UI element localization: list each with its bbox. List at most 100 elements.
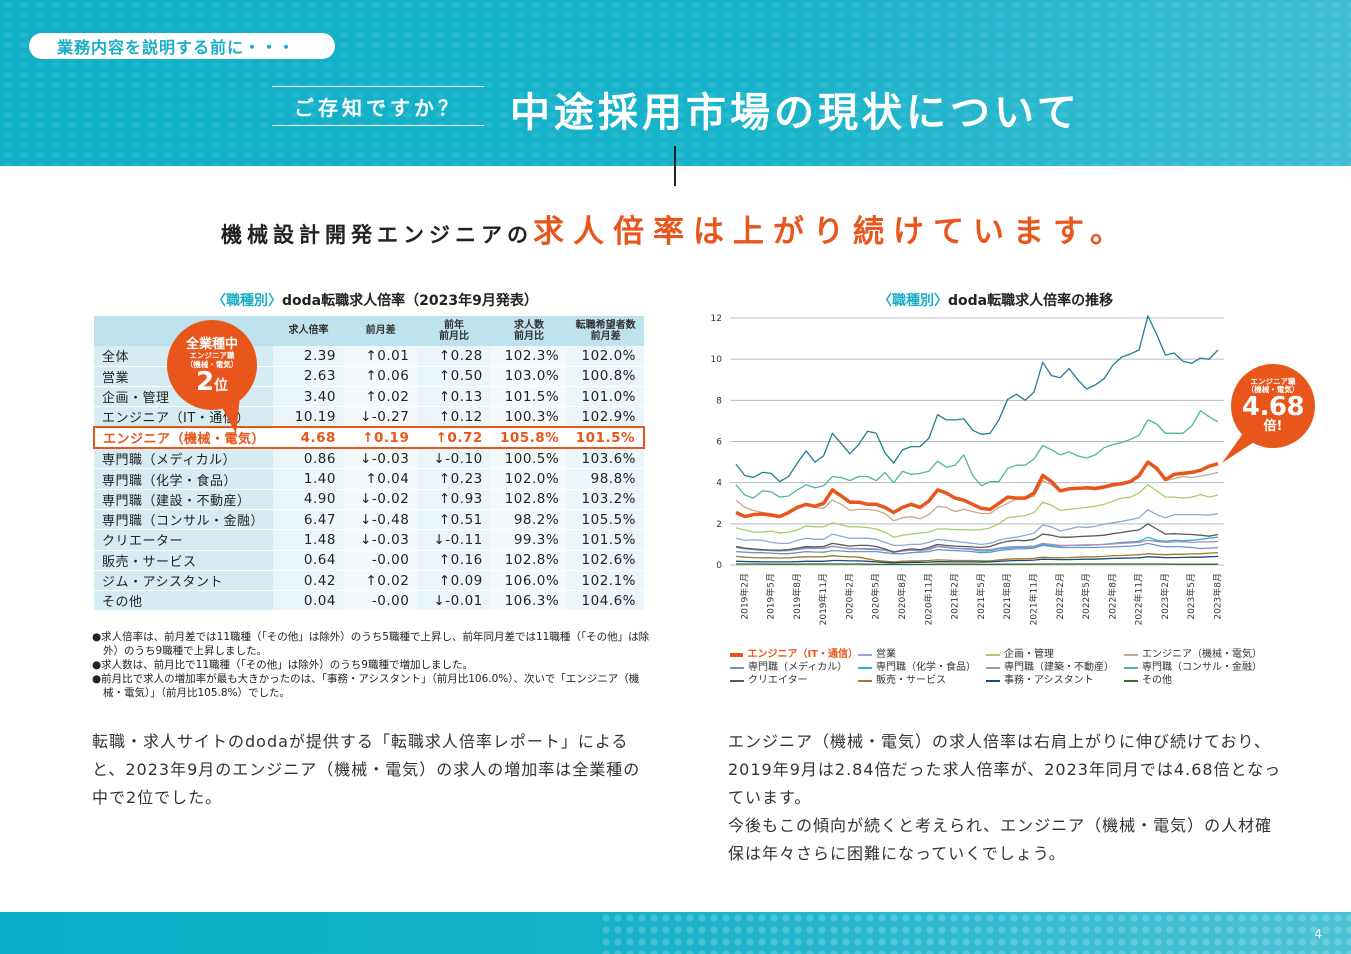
cell-category: ジム・アシスタント (94, 570, 274, 592)
line-chart: 0 2 4 6 8 10 12 2019年2月 2019年5月 2019年8月 2019年11月 20… (711, 314, 1224, 625)
value-bubble-value: 4.68 (1241, 392, 1305, 423)
cell-ratio: 10.19 (273, 406, 344, 428)
cell-jobs: 105.8% (490, 426, 568, 450)
cell-jobs: 106.3% (490, 590, 568, 612)
legend-item: エンジニア（機械・電気） (1124, 648, 1274, 661)
headline-emphasis: 求人倍率は上がり続けています。 (533, 214, 1130, 250)
cell-mom: ↑0.19 (343, 426, 418, 450)
cell-mom: ↓-0.02 (343, 489, 418, 510)
x-tick-label: 2023年2月 (1159, 573, 1171, 620)
legend-item: 専門職（コンサル・金融） (1124, 661, 1274, 674)
y-tick-label: 0 (716, 561, 722, 571)
series-line-8 (735, 523, 1219, 553)
cell-yoy: ↑0.72 (417, 426, 491, 450)
cell-category: 専門職（化学・食品） (94, 468, 274, 490)
x-tick-label: 2021年2月 (949, 573, 961, 620)
cell-mom: ↓-0.27 (343, 406, 418, 428)
kicker-label: ご存知ですか？ (272, 86, 484, 126)
y-tick-label: 10 (711, 355, 723, 365)
cell-mom: -0.00 (343, 590, 418, 612)
cell-jobs: 100.5% (490, 448, 568, 470)
x-tick-label: 2020年11月 (922, 573, 934, 625)
legend-label: クリエイター (748, 675, 808, 686)
chart-title-tag: 〈職種別〉 (878, 293, 948, 309)
cell-seekers: 105.5% (567, 509, 644, 531)
col-header-seekers: 転職希望者数 前月差 (567, 316, 644, 346)
legend-label: 専門職（建築・不動産） (1004, 662, 1114, 673)
chart-legend: エンジニア（IT・通信） 営業 企画・管理 エンジニア（機械・電気） 専門職（メディカル… (730, 648, 1270, 687)
cell-mom: ↓-0.03 (343, 529, 418, 551)
legend-item: エンジニア（IT・通信） (730, 648, 858, 661)
legend-swatch (1124, 653, 1138, 656)
cell-seekers: 103.2% (567, 489, 644, 510)
cell-yoy: ↓-0.11 (417, 529, 491, 551)
x-tick-label: 2021年11月 (1027, 573, 1039, 625)
legend-swatch (986, 666, 1000, 669)
cell-seekers: 102.1% (567, 570, 644, 592)
cell-jobs: 101.5% (490, 386, 568, 408)
cell-seekers: 102.9% (567, 406, 644, 428)
table-row: 販売・サービス 0.64 -0.00 ↑0.16 102.8% 102.6% (94, 550, 644, 571)
y-tick-label: 6 (716, 438, 722, 448)
legend-item: 専門職（メディカル） (730, 661, 858, 674)
cell-seekers: 102.0% (567, 346, 644, 367)
cell-yoy: ↑0.51 (417, 509, 491, 531)
cell-ratio: 0.04 (273, 590, 344, 612)
cell-seekers: 101.5% (567, 529, 644, 551)
x-tick-label: 2021年8月 (1001, 573, 1013, 620)
cell-ratio: 6.47 (273, 509, 344, 531)
legend-label: 専門職（化学・食品） (876, 662, 976, 673)
rank-suffix: 位 (214, 377, 229, 394)
x-tick-label: 2022年11月 (1133, 573, 1145, 625)
legend-swatch (730, 679, 744, 682)
legend-item: クリエイター (730, 674, 858, 687)
col-header-jobs: 求人数 前月比 (490, 316, 568, 346)
y-tick-label: 2 (716, 520, 722, 530)
legend-swatch (858, 666, 872, 669)
cell-mom: ↓-0.48 (343, 509, 418, 531)
legend-item: 事務・アシスタント (986, 674, 1124, 687)
cell-ratio: 4.90 (273, 489, 344, 510)
x-tick-label: 2019年5月 (765, 573, 777, 620)
legend-swatch (730, 652, 744, 657)
footer-band (0, 912, 1351, 954)
cell-mom: ↑0.01 (343, 346, 418, 367)
legend-item: 専門職（建築・不動産） (986, 661, 1124, 674)
legend-swatch (1124, 666, 1138, 669)
series-line-12 (735, 315, 1219, 483)
cell-category: 販売・サービス (94, 550, 274, 571)
series-line-1 (735, 509, 1219, 547)
cell-jobs: 100.3% (490, 406, 568, 428)
legend-label: その他 (1142, 675, 1172, 686)
body-paragraph-1: エンジニア（機械・電気）の求人倍率は右肩上がりに伸び続けており、2019年9月は… (728, 732, 1282, 807)
table-title: 〈職種別〉doda転職求人倍率（2023年9月発表） (212, 290, 538, 310)
cell-yoy: ↓-0.10 (417, 448, 491, 470)
table-row-highlighted: エンジニア（機械・電気） 4.68 ↑0.19 ↑0.72 105.8% 101.5% (92, 426, 645, 450)
cell-category: 専門職（メディカル） (94, 448, 274, 470)
cell-category: クリエーター (94, 529, 274, 551)
cell-ratio: 2.63 (273, 366, 344, 388)
cell-ratio: 0.86 (273, 448, 344, 470)
table-row: 専門職（コンサル・金融） 6.47 ↓-0.48 ↑0.51 98.2% 105.5% (94, 509, 644, 531)
rank-bubble: 全業種中 エンジニア職 （機械・電気） 2位 (167, 320, 257, 410)
table-header-row: 求人倍率 前月差 前年 前月比 求人数 前月比 転職希望者数 前月差 (94, 316, 644, 346)
col-header-jobs-text: 求人数 前月比 (513, 319, 544, 343)
cell-ratio: 1.48 (273, 529, 344, 551)
cell-category: 専門職（建設・不動産） (94, 489, 274, 510)
cell-yoy: ↑0.23 (417, 468, 491, 490)
value-bubble-line1: エンジニア職 (1250, 376, 1296, 386)
cell-jobs: 99.3% (490, 529, 568, 551)
legend-label: 専門職（コンサル・金融） (1142, 662, 1262, 673)
divider-tick (674, 146, 676, 186)
x-tick-label: 2019年8月 (791, 573, 803, 620)
table-row: 専門職（化学・食品） 1.40 ↑0.04 ↑0.23 102.0% 98.8% (94, 468, 644, 490)
cell-mom: ↑0.02 (343, 570, 418, 592)
series-line-4 (735, 542, 1219, 555)
series-line-7 (735, 409, 1219, 499)
cell-mom: ↓-0.03 (343, 448, 418, 470)
legend-item: 営業 (858, 648, 986, 661)
chart-title-text: doda転職求人倍率の推移 (948, 293, 1114, 309)
cell-category: 専門職（コンサル・金融） (94, 509, 274, 531)
legend-label: 事務・アシスタント (1004, 675, 1094, 686)
col-header-yoy-text: 前年 前月比 (439, 319, 470, 343)
